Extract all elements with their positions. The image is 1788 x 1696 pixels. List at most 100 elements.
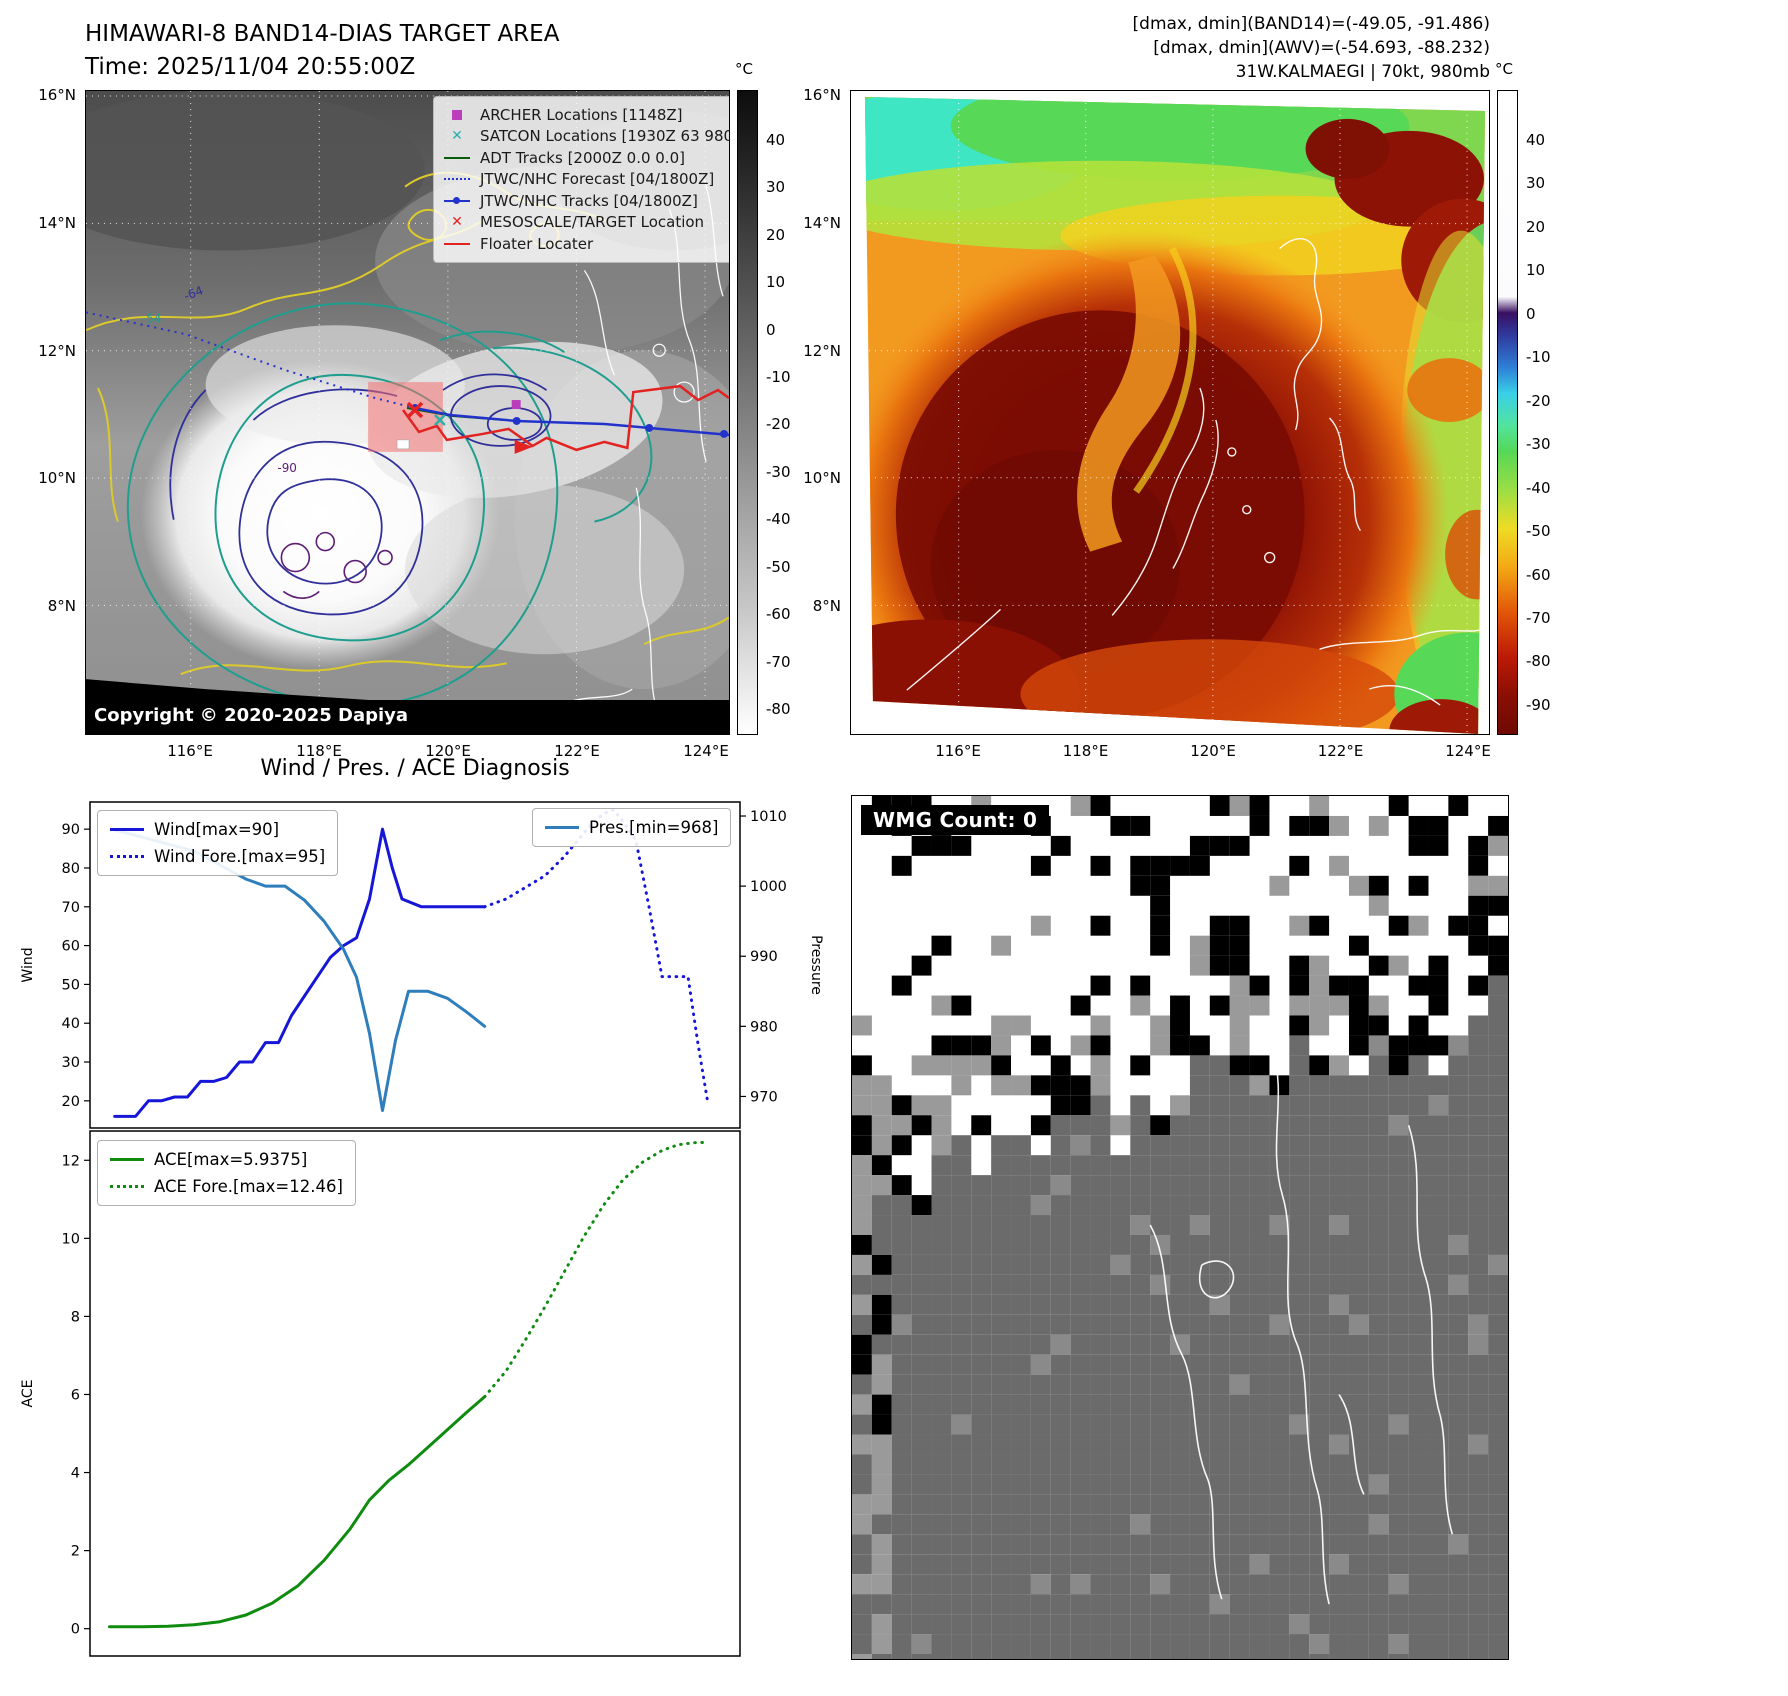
legend-item: ACE Fore.[max=12.46]: [110, 1173, 343, 1200]
lon-tick-label: 124°E: [683, 742, 729, 760]
legend-label: ADT Tracks [2000Z 0.0 0.0]: [480, 148, 685, 167]
y-tick-label: 2: [71, 1544, 80, 1560]
colorbar-tick-label: 20: [1526, 217, 1546, 236]
band14-map-panel: -64 -54 -90 ARCHER Locations [1148Z] ✕ SAT…: [85, 90, 730, 735]
colorbar-tick-label: -70: [766, 652, 791, 671]
colorbar-tick-label: -60: [766, 605, 791, 624]
coastlines: [906, 238, 1486, 706]
y-tick-label: 4: [71, 1466, 80, 1482]
lat-tick-label: 10°N: [803, 469, 841, 488]
series-line: [483, 808, 709, 1103]
legend-label: MESOSCALE/TARGET Location: [480, 213, 705, 232]
floater-arrow: [514, 439, 533, 454]
y-tick-label: 70: [62, 900, 80, 916]
y-axis-label: Wind: [20, 947, 36, 982]
band14-lon-axis: 116°E 118°E 120°E 122°E 124°E: [85, 742, 730, 766]
awv-map-panel: [850, 90, 1490, 735]
y-tick-label: 1010: [750, 809, 787, 825]
wind-legend: Wind[max=90] Wind Fore.[max=95]: [97, 810, 339, 876]
diagnosis-title: Wind / Pres. / ACE Diagnosis: [260, 756, 570, 781]
legend-item: ADT Tracks [2000Z 0.0 0.0]: [442, 147, 729, 169]
legend-label: Wind Fore.[max=95]: [154, 847, 326, 866]
wind-forecast-swatch: [110, 855, 144, 858]
band14-colorbar-unit: °C: [735, 60, 753, 78]
satcon-location-marker: [434, 414, 446, 426]
dmax-awv: [dmax, dmin](AWV)=(-54.693, -88.232): [1153, 38, 1490, 59]
wmg-count-badge: WMG Count: 0: [861, 805, 1050, 835]
series-line: [108, 1395, 487, 1629]
legend-label: JTWC/NHC Tracks [04/1800Z]: [480, 191, 698, 210]
legend-label: ARCHER Locations [1148Z]: [480, 105, 683, 124]
colorbar-tick-label: 10: [766, 273, 786, 292]
y-tick-label: 980: [750, 1019, 778, 1035]
y-tick-label: 12: [62, 1153, 80, 1169]
legend-item: JTWC/NHC Tracks [04/1800Z]: [442, 190, 729, 212]
ace-legend: ACE[max=5.9375] ACE Fore.[max=12.46]: [97, 1140, 356, 1206]
y-tick-label: 0: [71, 1622, 80, 1638]
colorbar-tick-label: -80: [766, 699, 791, 718]
map-legend: ARCHER Locations [1148Z] ✕ SATCON Location…: [433, 96, 730, 263]
floater-track: [402, 384, 729, 452]
mesoscale-target-marker: [406, 401, 424, 419]
line-marker-icon: [442, 242, 472, 245]
lon-tick-label: 120°E: [1190, 742, 1236, 760]
legend-item: ✕ SATCON Locations [1930Z 63 980]: [442, 126, 730, 148]
awv-colorbar-unit: °C: [1495, 60, 1513, 78]
y-tick-label: 6: [71, 1387, 80, 1403]
dmax-band14: [dmax, dmin](BAND14)=(-49.05, -91.486): [1132, 14, 1490, 34]
colorbar-tick-label: 30: [766, 178, 786, 197]
diagnosis-charts: 20 30 40 50 60 70 80 90 970 980 990 1000 1010 Wind Pre…: [0, 798, 830, 1668]
band14-colorbar: [737, 90, 758, 735]
legend-label: Wind[max=90]: [154, 820, 280, 839]
jtwc-forecast-track: [86, 311, 416, 409]
x-marker-icon: ✕: [451, 128, 463, 145]
lat-tick-label: 12°N: [803, 341, 841, 360]
colorbar-tick-label: 10: [1526, 261, 1546, 280]
legend-item: Wind[max=90]: [110, 816, 325, 843]
line-marker-icon: [442, 156, 472, 159]
colorbar-tick-label: -80: [1526, 652, 1551, 671]
x-marker-icon: ✕: [451, 214, 463, 231]
awv-satellite-image: [864, 96, 1486, 734]
contour-label-54: -54: [142, 311, 162, 325]
legend-label: SATCON Locations [1930Z 63 980]: [480, 127, 730, 146]
y-tick-label: 40: [62, 1016, 80, 1032]
legend-item: JTWC/NHC Forecast [04/1800Z]: [442, 169, 729, 191]
awv-lat-axis: 16°N 14°N 12°N 10°N 8°N: [795, 86, 845, 735]
wmg-pixel-map: [852, 796, 1508, 1659]
lat-tick-label: 8°N: [812, 597, 841, 615]
contour-label-90: -90: [277, 461, 297, 475]
colorbar-tick-label: -90: [1526, 695, 1551, 714]
colorbar-tick-label: -30: [766, 462, 791, 481]
awv-colorbar: [1497, 90, 1518, 735]
copyright: Copyright © 2020-2025 Dapiya: [86, 700, 729, 734]
lat-tick-label: 14°N: [803, 213, 841, 232]
chart-frame: [89, 801, 741, 1129]
series-line: [113, 827, 487, 1118]
y-tick-label: 30: [62, 1055, 80, 1071]
wind-line-swatch: [110, 828, 144, 831]
colorbar-tick-label: 0: [766, 320, 776, 339]
lon-tick-label: 122°E: [1317, 742, 1364, 760]
y-tick-label: 990: [750, 949, 778, 965]
lat-tick-label: 16°N: [803, 86, 841, 104]
legend-item: ✕ MESOSCALE/TARGET Location: [442, 212, 729, 234]
y-tick-label: 8: [71, 1309, 80, 1325]
timestamp: Time: 2025/11/04 20:55:00Z: [85, 54, 416, 81]
legend-item: ARCHER Locations [1148Z]: [442, 104, 729, 126]
dotted-marker-icon: [442, 178, 472, 181]
lat-tick-label: 12°N: [38, 341, 76, 360]
lat-tick-label: 16°N: [38, 86, 76, 104]
colorbar-tick-label: -50: [1526, 522, 1551, 541]
lon-tick-label: 122°E: [554, 742, 600, 760]
legend-item: Floater Locater: [442, 233, 729, 255]
archer-location-marker: [511, 400, 521, 410]
colorbar-tick-label: -70: [1526, 609, 1551, 628]
band14-colorbar-ticks: 40 30 20 10 0 -10 -20 -30 -40 -50 -60 -70 -80: [764, 90, 816, 735]
y-tick-label: 60: [62, 939, 80, 955]
y-tick-label: 90: [62, 822, 80, 838]
lon-tick-label: 116°E: [935, 742, 981, 760]
awv-colorbar-ticks: 40 30 20 10 0 -10 -20 -30 -40 -50 -60 -70 -80 -90: [1524, 90, 1576, 735]
